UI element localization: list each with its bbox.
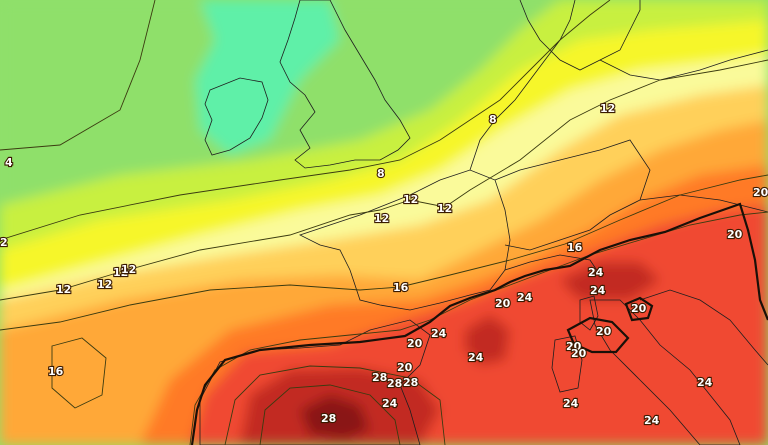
isotherm-24-spain [224,365,446,445]
contour-label: 28 [403,376,418,389]
contour-label: 8 [489,113,497,126]
sardinia-coast [551,335,583,393]
contour-label: 24 [697,376,713,389]
contour-label: 20 [407,337,423,350]
contour-label: 16 [393,281,409,294]
contour-label: 12 [97,278,112,291]
coastlines [199,0,768,445]
contour-label: 12 [374,212,389,225]
isotherm-20-bold [190,202,768,445]
contour-label: 20 [631,302,647,315]
band-aqua [195,0,340,155]
contour-label: 12 [437,202,452,215]
contour-label: 24 [431,327,447,340]
central-border [639,194,768,213]
contour-label: 24 [468,351,484,364]
contour-label: 24 [563,397,579,410]
band-dark-red-alps [560,262,660,300]
isotherm-20-alps-cell [624,296,654,322]
contour-label: 20 [753,186,768,199]
swiss-border [504,254,601,276]
contour-label: 24 [382,397,398,410]
contour-label: 20 [495,297,511,310]
denmark-coast [519,0,641,71]
isotherm-20-italy [566,316,630,354]
contour-label: 20 [727,228,743,241]
contour-label: 20 [596,325,612,338]
contour-label: 12 [600,102,615,115]
contour-label: 20 [566,340,582,353]
contour-label: 8 [377,167,385,180]
north-sea-coast [469,0,576,171]
contour-label: 20 [397,361,413,374]
germany-border [494,139,651,251]
britain-coast [279,0,411,169]
contour-label: 20 [571,347,587,360]
italy-coast [589,299,741,445]
contour-label: 2 [0,236,8,249]
contour-label: 16 [567,241,583,254]
contour-label: 28 [387,377,402,390]
band-warm-atlantic [55,340,105,405]
contour-label: 24 [644,414,660,427]
contour-label: 12 [56,283,71,296]
contour-label: 12 [113,266,128,279]
contour-label: 24 [588,266,604,279]
band-maroon [300,395,370,440]
contour-label: 12 [121,263,136,276]
isotherm-16-atlantic [51,337,107,409]
contour-label: 28 [321,412,336,425]
contour-label: 12 [403,193,418,206]
contour-label: 24 [517,291,533,304]
isotherm-16 [0,174,768,331]
isotherm-12 [0,59,768,301]
contour-label: 24 [590,284,606,297]
contour-labels: 4 2 8 8 12 12 12 12 12 12 12 12 16 16 16… [0,101,768,428]
ireland-coast [204,77,269,156]
isotherm-4 [0,0,156,151]
band-dark-red-ebro [465,315,510,365]
bold-isotherm [190,202,768,445]
contour-label: 4 [5,156,13,169]
baltic-coast [599,49,768,81]
adriatic-coast [639,289,768,366]
isotherm-8 [0,0,611,241]
contour-label: 16 [48,365,64,378]
isotherm-28 [259,384,401,445]
corsica-coast [579,295,599,331]
contour-label: 28 [372,371,387,384]
